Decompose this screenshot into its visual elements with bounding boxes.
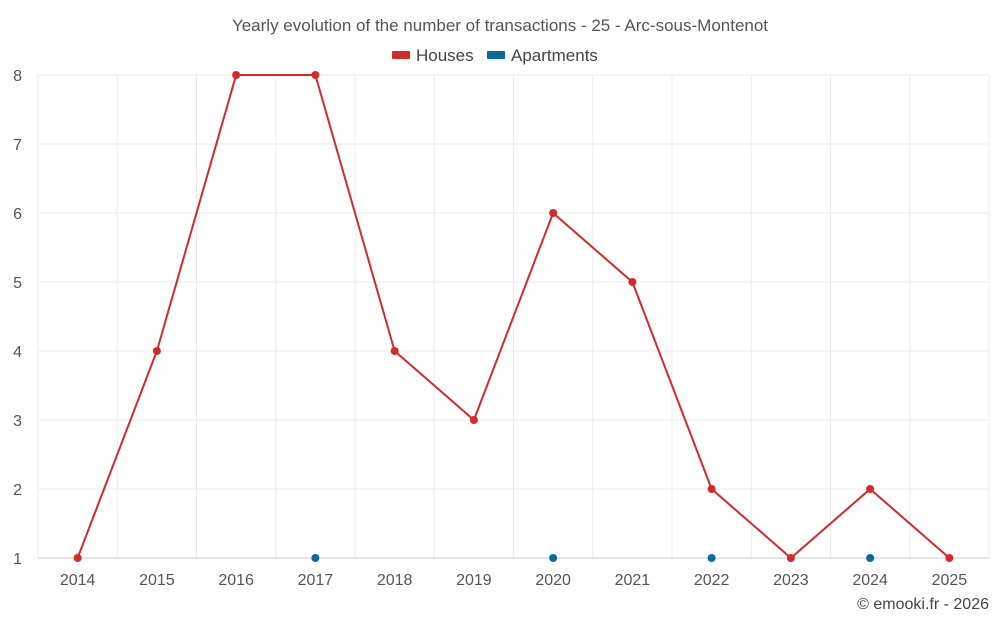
x-tick-label: 2015 [139,572,175,589]
x-tick-label: 2019 [456,572,492,589]
x-tick-label: 2017 [298,572,334,589]
legend-swatch-houses[interactable] [392,51,410,59]
footer-credit: © emooki.fr - 2026 [857,596,989,613]
y-tick-label: 6 [13,206,22,223]
data-point-houses[interactable] [469,416,478,424]
x-tick-label: 2024 [852,572,888,589]
x-tick-label: 2025 [932,572,968,589]
data-point-houses[interactable] [628,278,637,286]
data-point-houses[interactable] [866,485,875,493]
legend-swatch-apartments[interactable] [487,51,505,59]
data-point-apartments[interactable] [866,554,875,562]
data-point-houses[interactable] [152,347,161,355]
legend: Houses Apartments [392,46,598,65]
y-tick-label: 4 [13,344,22,361]
x-tick-label: 2020 [535,572,571,589]
data-point-houses[interactable] [786,554,795,562]
data-point-houses[interactable] [390,347,399,355]
data-point-houses[interactable] [311,71,320,79]
axes: 1 2 3 4 5 6 7 8 2014 2015 2016 2017 2018 2019 2020 2021… [13,68,989,589]
x-tick-label: 2022 [694,572,730,589]
data-point-houses[interactable] [73,554,82,562]
y-tick-label: 1 [13,551,22,568]
legend-label-houses[interactable]: Houses [416,46,474,65]
series [73,71,954,562]
y-tick-label: 3 [13,413,22,430]
y-tick-label: 8 [13,68,22,85]
data-point-apartments[interactable] [707,554,716,562]
data-point-houses[interactable] [232,71,241,79]
y-tick-label: 7 [13,137,22,154]
series-line-houses [76,74,951,559]
data-point-houses[interactable] [945,554,954,562]
x-tick-label: 2014 [60,572,96,589]
legend-label-apartments[interactable]: Apartments [511,46,598,65]
x-tick-label: 2018 [377,572,413,589]
y-tick-label: 2 [13,482,22,499]
data-point-apartments[interactable] [311,554,320,562]
x-tick-label: 2023 [773,572,809,589]
x-tick-label: 2021 [615,572,651,589]
y-tick-label: 5 [13,275,22,292]
x-tick-label: 2016 [218,572,254,589]
data-point-houses[interactable] [549,209,558,217]
chart-title: Yearly evolution of the number of transa… [232,16,768,35]
data-point-houses[interactable] [707,485,716,493]
data-point-apartments[interactable] [549,554,558,562]
